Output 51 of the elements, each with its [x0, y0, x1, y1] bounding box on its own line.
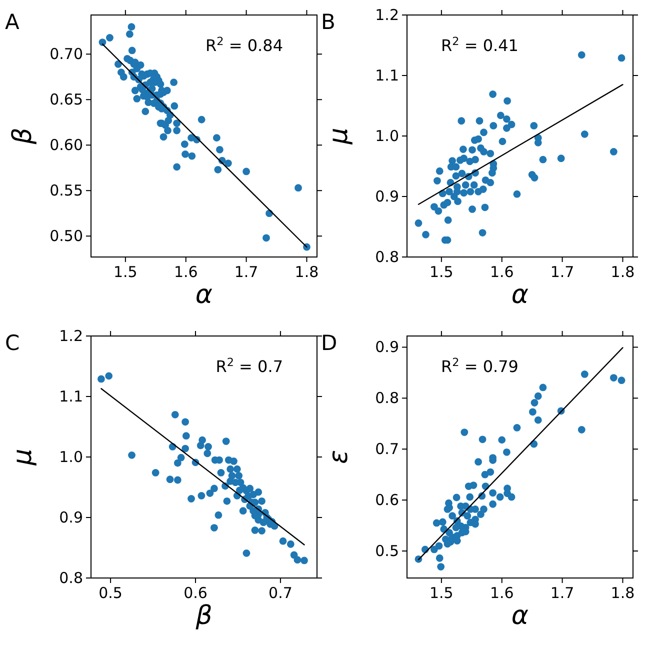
- y-tick-label: 0.7: [375, 440, 399, 458]
- y-tick-label: 0.6: [375, 491, 399, 510]
- y-tick-label: 0.60: [50, 136, 83, 154]
- x-tick-label: 0.5: [98, 584, 122, 602]
- x-axis-title: α: [511, 601, 529, 631]
- y-axis-title: μ: [8, 448, 38, 466]
- x-tick-label: 1.6: [490, 584, 514, 602]
- y-tick-label: 1.1: [59, 388, 83, 406]
- x-tick-label: 1.7: [234, 263, 258, 281]
- y-tick-label: 0.9: [375, 338, 399, 356]
- y-axis-title: ε: [324, 450, 354, 464]
- x-tick-label: 1.8: [294, 263, 319, 281]
- x-tick-label: 1.7: [550, 263, 574, 281]
- x-tick-label: 1.5: [114, 263, 138, 281]
- x-tick-label: 1.6: [174, 263, 198, 281]
- chart-title: C: [5, 331, 20, 355]
- chart-title: A: [5, 10, 20, 34]
- y-tick-label: 0.5: [375, 542, 399, 560]
- x-tick-label: 0.7: [268, 584, 292, 602]
- annotation: R$^{2}$ = 0.84: [206, 34, 283, 55]
- annotation: R$^{2}$ = 0.41: [441, 34, 518, 55]
- x-tick-label: 1.7: [550, 584, 574, 602]
- chart-title: D: [321, 331, 338, 355]
- y-tick-label: 0.70: [50, 45, 83, 64]
- y-tick-label: 0.8: [375, 389, 399, 408]
- annotation: R$^{2}$ = 0.79: [441, 356, 518, 376]
- y-tick-label: 0.8: [59, 569, 83, 587]
- x-axis-title: α: [511, 280, 529, 310]
- y-tick-label: 1.2: [59, 327, 83, 345]
- x-axis-title: α: [195, 280, 213, 310]
- y-tick-label: 1.0: [59, 448, 83, 466]
- y-tick-label: 0.55: [50, 182, 83, 200]
- y-tick-label: 0.9: [375, 188, 399, 206]
- chart-title: B: [321, 10, 336, 34]
- x-tick-label: 1.8: [610, 263, 635, 281]
- x-tick-label: 1.5: [430, 263, 454, 281]
- x-tick-label: 1.8: [610, 584, 635, 602]
- y-tick-label: 1.0: [375, 127, 399, 145]
- annotation: R$^{2}$ = 0.7: [216, 356, 283, 376]
- y-tick-label: 0.9: [59, 508, 83, 526]
- x-tick-label: 1.5: [430, 584, 454, 602]
- x-tick-label: 0.6: [184, 584, 208, 602]
- x-axis-title: β: [194, 601, 212, 631]
- y-tick-label: 1.2: [375, 6, 399, 24]
- y-axis-title: β: [8, 128, 38, 146]
- y-tick-label: 0.50: [50, 227, 83, 246]
- x-tick-label: 1.6: [490, 263, 514, 281]
- y-tick-label: 1.1: [375, 66, 399, 84]
- y-tick-label: 0.8: [375, 248, 399, 266]
- y-tick-label: 0.65: [50, 90, 83, 109]
- y-axis-title: μ: [324, 128, 354, 146]
